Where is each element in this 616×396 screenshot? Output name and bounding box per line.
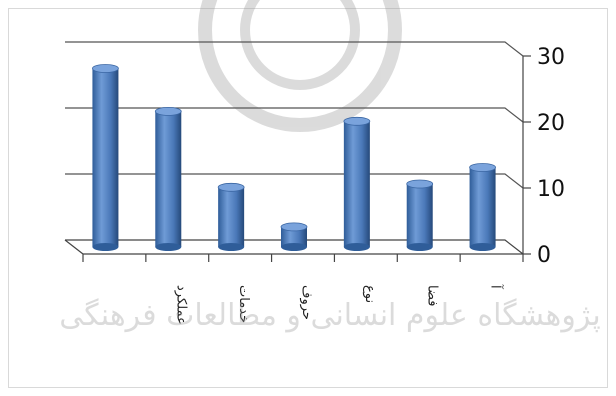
category-label: حروف (299, 285, 314, 320)
bar (92, 64, 119, 251)
bar (343, 116, 371, 251)
y-ticks: 0 10 20 30 (523, 45, 565, 268)
bar-base (218, 243, 245, 251)
bar-top (406, 179, 434, 189)
watermark-seal (198, 0, 402, 132)
gridline-30 (65, 41, 524, 57)
bar (469, 163, 496, 251)
gridline-0 (65, 239, 524, 255)
bar (217, 182, 245, 251)
category-label: نوع (362, 285, 377, 303)
category-label: خدمات (236, 285, 251, 323)
bar (280, 222, 308, 251)
bar-base (92, 243, 119, 251)
category-labels: عملکرد خدمات حروف نوع فضا آ (82, 254, 524, 325)
bar-top (154, 107, 182, 116)
bar-body (469, 167, 496, 247)
bar-body (343, 121, 370, 247)
bar-body (406, 184, 433, 247)
bar-body (218, 187, 245, 247)
plot-area (8, 8, 608, 388)
bar-base (469, 243, 496, 251)
bar (406, 179, 434, 251)
floor-edge (64, 239, 84, 255)
bar-top (469, 163, 496, 172)
bar-body (92, 68, 119, 247)
gridline-20 (65, 107, 524, 123)
watermark-text: پژوهشگاه علوم انسانی و مطالعات فرهنگی (59, 298, 601, 333)
bar-body (155, 111, 182, 248)
bar-base (406, 243, 433, 251)
bars (92, 64, 496, 251)
y-tick-label: 0 (537, 243, 551, 268)
category-label: آ (488, 284, 505, 290)
gridline-10 (65, 173, 524, 189)
category-label: فضا (425, 285, 440, 306)
bar-base (343, 243, 370, 251)
category-label: عملکرد (173, 285, 188, 325)
bar-base (281, 243, 307, 251)
y-tick-label: 10 (537, 177, 565, 202)
gridlines (64, 41, 524, 255)
bar-top (280, 222, 308, 232)
bar-base (155, 243, 182, 251)
bar-top (92, 64, 119, 73)
bar (154, 107, 182, 251)
y-tick-label: 20 (537, 111, 565, 136)
bar-body (281, 226, 307, 247)
bar-top (343, 116, 371, 126)
bar-top (217, 182, 245, 192)
y-tick-label: 30 (537, 45, 565, 70)
